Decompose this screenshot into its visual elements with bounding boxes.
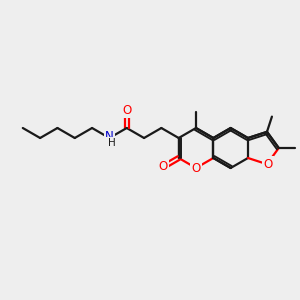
Text: N: N — [105, 130, 114, 143]
Text: O: O — [263, 158, 273, 171]
Text: O: O — [122, 103, 131, 116]
Text: O: O — [158, 160, 168, 173]
Text: O: O — [191, 161, 201, 175]
Text: H: H — [107, 139, 115, 148]
